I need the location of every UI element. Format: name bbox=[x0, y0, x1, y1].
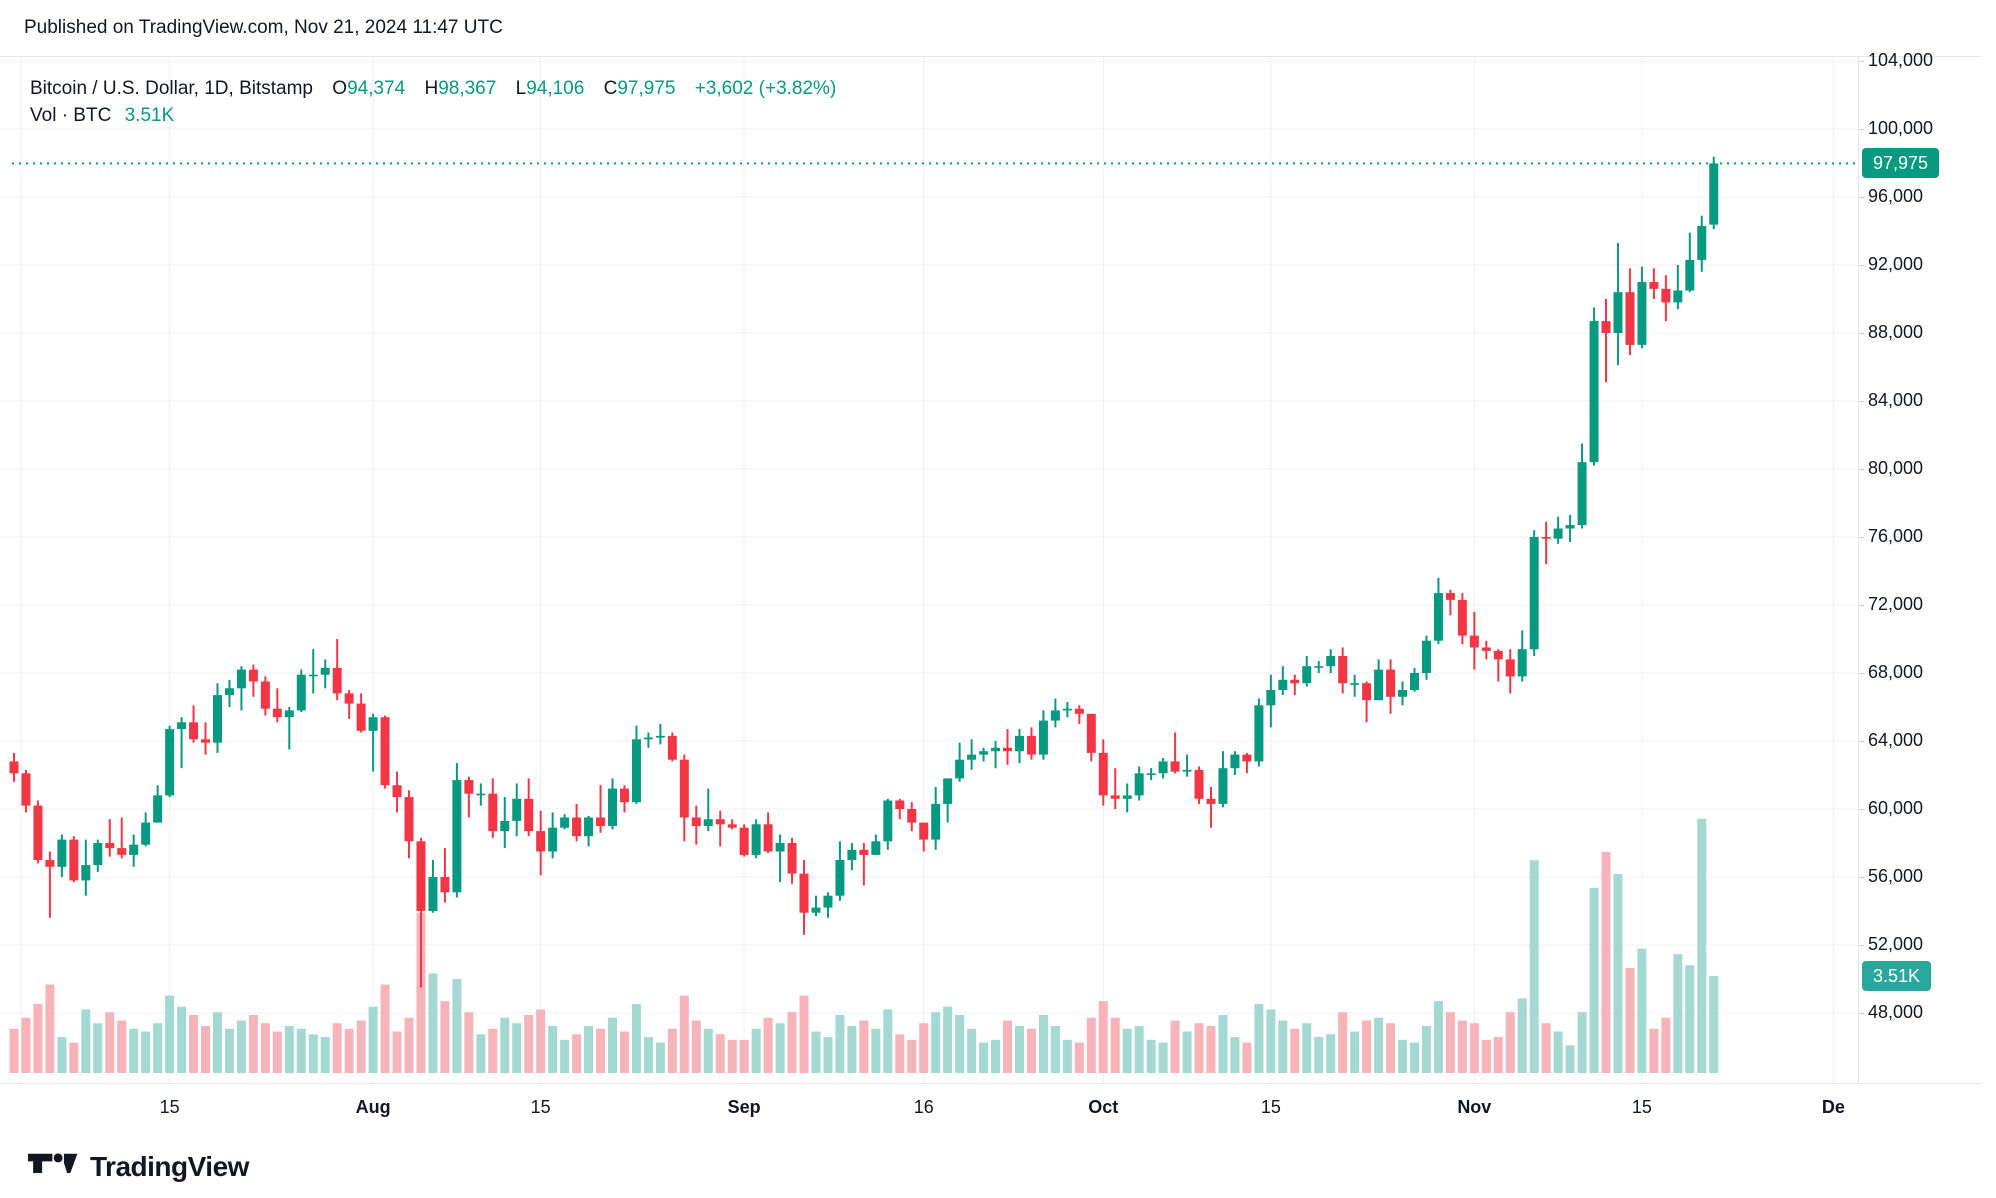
volume-bars bbox=[9, 818, 1719, 1073]
high-value: 98,367 bbox=[438, 78, 497, 99]
price-tick-label: 84,000 bbox=[1868, 390, 1924, 410]
volume-value: 3.51K bbox=[124, 105, 175, 126]
price-tick-mark bbox=[1859, 333, 1864, 334]
tradingview-logo-icon bbox=[28, 1144, 78, 1189]
price-tick-mark bbox=[1859, 1013, 1864, 1014]
footer: TradingView bbox=[0, 1130, 1996, 1198]
price-tick-label: 76,000 bbox=[1868, 526, 1924, 546]
close-value: 97,975 bbox=[617, 78, 676, 99]
low-value: 94,106 bbox=[526, 78, 585, 99]
tradingview-brand-link[interactable]: TradingView bbox=[28, 1144, 249, 1189]
price-tick-mark bbox=[1859, 945, 1864, 946]
published-header: Published on TradingView.com, Nov 21, 20… bbox=[24, 17, 503, 38]
price-tick-label: 52,000 bbox=[1868, 934, 1924, 954]
price-tick-mark bbox=[1859, 197, 1864, 198]
price-tick-mark bbox=[1859, 877, 1864, 878]
price-tick-label: 68,000 bbox=[1868, 662, 1924, 682]
time-axis-label: Aug bbox=[355, 1097, 391, 1117]
price-tick-mark bbox=[1859, 741, 1864, 742]
last-price-badge: 97,975 bbox=[1862, 148, 1940, 179]
price-tick-label: 104,000 bbox=[1868, 50, 1934, 70]
price-tick-label: 60,000 bbox=[1868, 798, 1924, 818]
close-label: C bbox=[603, 78, 618, 99]
time-axis-label: Oct bbox=[1088, 1097, 1119, 1117]
candles bbox=[9, 156, 1719, 988]
time-axis-label: 15 bbox=[159, 1097, 180, 1117]
price-tick-label: 100,000 bbox=[1868, 118, 1934, 138]
price-tick-label: 80,000 bbox=[1868, 458, 1924, 478]
price-tick-label: 48,000 bbox=[1868, 1002, 1924, 1022]
time-axis-label: 15 bbox=[1260, 1097, 1281, 1117]
price-tick-mark bbox=[1859, 129, 1864, 130]
grid bbox=[0, 57, 1858, 1083]
open-label: O bbox=[332, 78, 348, 99]
chart-legend: Bitcoin / U.S. Dollar, 1D, Bitstamp O94,… bbox=[30, 75, 836, 129]
price-tick-mark bbox=[1859, 61, 1864, 62]
brand-name: TradingView bbox=[90, 1150, 249, 1182]
price-tick-mark bbox=[1859, 265, 1864, 266]
chart-canvas[interactable] bbox=[0, 57, 1858, 1083]
time-axis-label: 15 bbox=[530, 1097, 551, 1117]
price-tick-label: 92,000 bbox=[1868, 254, 1924, 274]
price-tick-label: 72,000 bbox=[1868, 594, 1924, 614]
price-tick-mark bbox=[1859, 469, 1864, 470]
time-axis-label: Sep bbox=[727, 1097, 761, 1117]
price-tick-label: 64,000 bbox=[1868, 730, 1924, 750]
price-tick-label: 88,000 bbox=[1868, 322, 1924, 342]
volume-label: Vol · BTC bbox=[30, 105, 112, 126]
price-tick-mark bbox=[1859, 673, 1864, 674]
time-axis[interactable]: 15 Aug 15 Sep 16 Oct 15 Nov 15 De bbox=[0, 1083, 1980, 1131]
time-axis-label: De bbox=[1821, 1097, 1845, 1117]
legend-symbol-row: Bitcoin / U.S. Dollar, 1D, Bitstamp O94,… bbox=[30, 75, 836, 102]
symbol-title: Bitcoin / U.S. Dollar, 1D, Bitstamp bbox=[30, 78, 313, 99]
chart-card: Bitcoin / U.S. Dollar, 1D, Bitstamp O94,… bbox=[0, 50, 1981, 1132]
price-tick-mark bbox=[1859, 537, 1864, 538]
time-axis-label: 15 bbox=[1631, 1097, 1652, 1117]
low-label: L bbox=[515, 78, 527, 99]
high-label: H bbox=[424, 78, 439, 99]
time-axis-label: Nov bbox=[1457, 1097, 1492, 1117]
price-tick-mark bbox=[1859, 605, 1864, 606]
price-tick-label: 56,000 bbox=[1868, 866, 1924, 886]
open-value: 94,374 bbox=[347, 78, 406, 99]
time-axis-label: 16 bbox=[913, 1097, 934, 1117]
price-axis[interactable]: 97,975 3.51K 104,000 100,000 96,000 92,000 8… bbox=[1858, 50, 1981, 1131]
volume-badge: 3.51K bbox=[1862, 960, 1932, 991]
price-tick-mark bbox=[1859, 401, 1864, 402]
price-tick-mark bbox=[1859, 809, 1864, 810]
change-value: +3,602 (+3.82%) bbox=[694, 78, 837, 99]
price-tick-label: 96,000 bbox=[1868, 186, 1924, 206]
legend-volume-row: Vol · BTC 3.51K bbox=[30, 102, 836, 129]
